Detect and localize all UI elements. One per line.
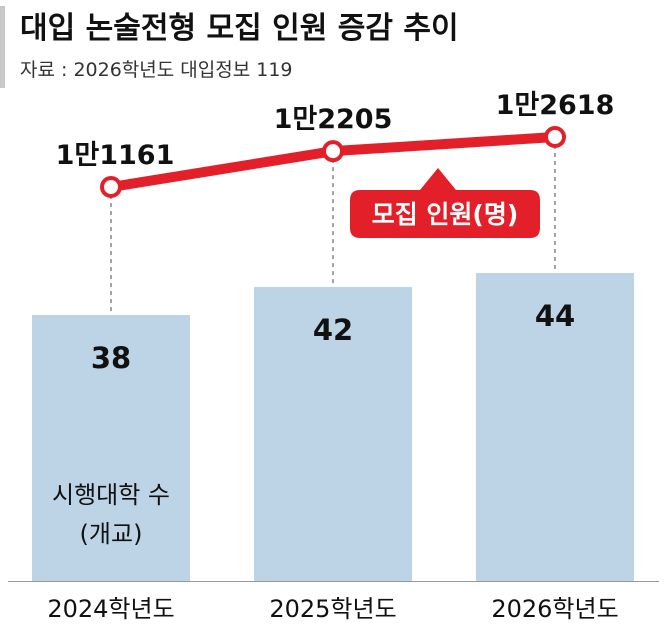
bar-series-unit: (개교): [80, 520, 143, 548]
line-value-label-3: 1만2618: [496, 90, 615, 121]
bar-2: [254, 287, 412, 581]
title-accent-bar: [0, 6, 5, 88]
recruitment-point-2: [322, 140, 344, 163]
line-series-callout: 모집 인원(명): [350, 168, 540, 238]
recruitment-point-3: [544, 126, 566, 148]
callout-label: 모집 인원(명): [372, 200, 519, 229]
x-tick-label-3: 2026학년도: [491, 595, 618, 623]
bar-value-label-1: 38: [91, 341, 131, 375]
bars-layer: [32, 273, 634, 581]
lines-layer: [8, 126, 659, 582]
bar-3: [476, 273, 634, 581]
line-value-label-1: 1만1161: [56, 140, 175, 171]
chart-title: 대입 논술전형 모집 인원 증감 추이: [20, 11, 459, 46]
bar-value-label-3: 44: [535, 299, 575, 333]
bar-series-name: 시행대학 수: [52, 481, 170, 509]
bar-value-label-2: 42: [313, 313, 353, 347]
line-value-label-2: 1만2205: [274, 104, 393, 135]
recruitment-point-1: [100, 176, 122, 198]
callout-bubble: [350, 168, 540, 238]
chart-source: 자료 : 2026학년도 대입정보 119: [20, 59, 293, 81]
x-tick-label-1: 2024학년도: [47, 595, 174, 623]
bar-1: [32, 315, 190, 581]
x-tick-label-2: 2025학년도: [269, 595, 396, 623]
